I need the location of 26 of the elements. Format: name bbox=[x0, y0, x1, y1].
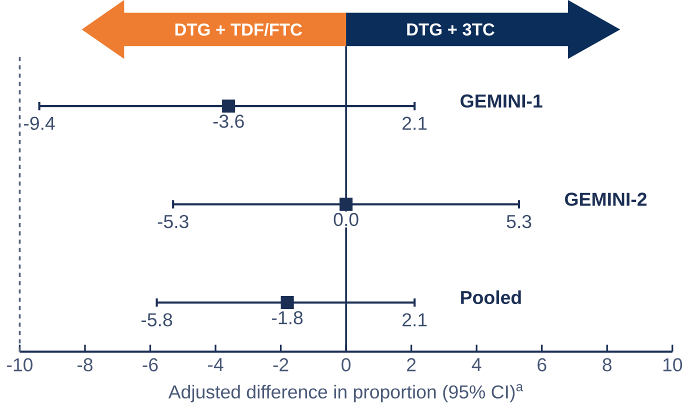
text: DTG + 3TC bbox=[407, 23, 494, 36]
annotation: 5.3 bbox=[506, 214, 532, 228]
annotation: 2.1 bbox=[402, 312, 427, 326]
text: DTG + TDF/FTC bbox=[175, 22, 302, 36]
x-tick-label: -6 bbox=[142, 358, 158, 372]
x-tick-label: 10 bbox=[663, 358, 682, 372]
data-label: -3.6 bbox=[213, 114, 244, 128]
x-tick-label: -10 bbox=[7, 358, 32, 372]
x-tick-label: 8 bbox=[602, 358, 612, 372]
annotation: -5.3 bbox=[158, 214, 188, 228]
x-tick-label: 2 bbox=[407, 358, 416, 371]
x-tick-label: 6 bbox=[538, 358, 546, 372]
x-tick-label: -8 bbox=[78, 358, 92, 372]
y-tick-label: GEMINI-2 bbox=[565, 192, 647, 206]
x-tick-label: 4 bbox=[472, 358, 482, 371]
x-tick-label: -2 bbox=[273, 358, 288, 371]
y-tick-label: GEMINI-1 bbox=[460, 94, 542, 108]
data-label: -1.8 bbox=[272, 310, 303, 324]
y-tick-label: Pooled bbox=[461, 290, 521, 304]
annotation: 2.1 bbox=[402, 116, 427, 130]
x-tick-label: -4 bbox=[208, 358, 224, 371]
x-axis-title: Adjusted difference in proportion (95% CI)$^{a}$ bbox=[168, 384, 524, 402]
annotation: -5.8 bbox=[142, 312, 172, 326]
x-tick-label: 0 bbox=[342, 358, 351, 372]
data-label: 0.0 bbox=[334, 212, 358, 226]
annotation: -9.4 bbox=[24, 116, 55, 130]
